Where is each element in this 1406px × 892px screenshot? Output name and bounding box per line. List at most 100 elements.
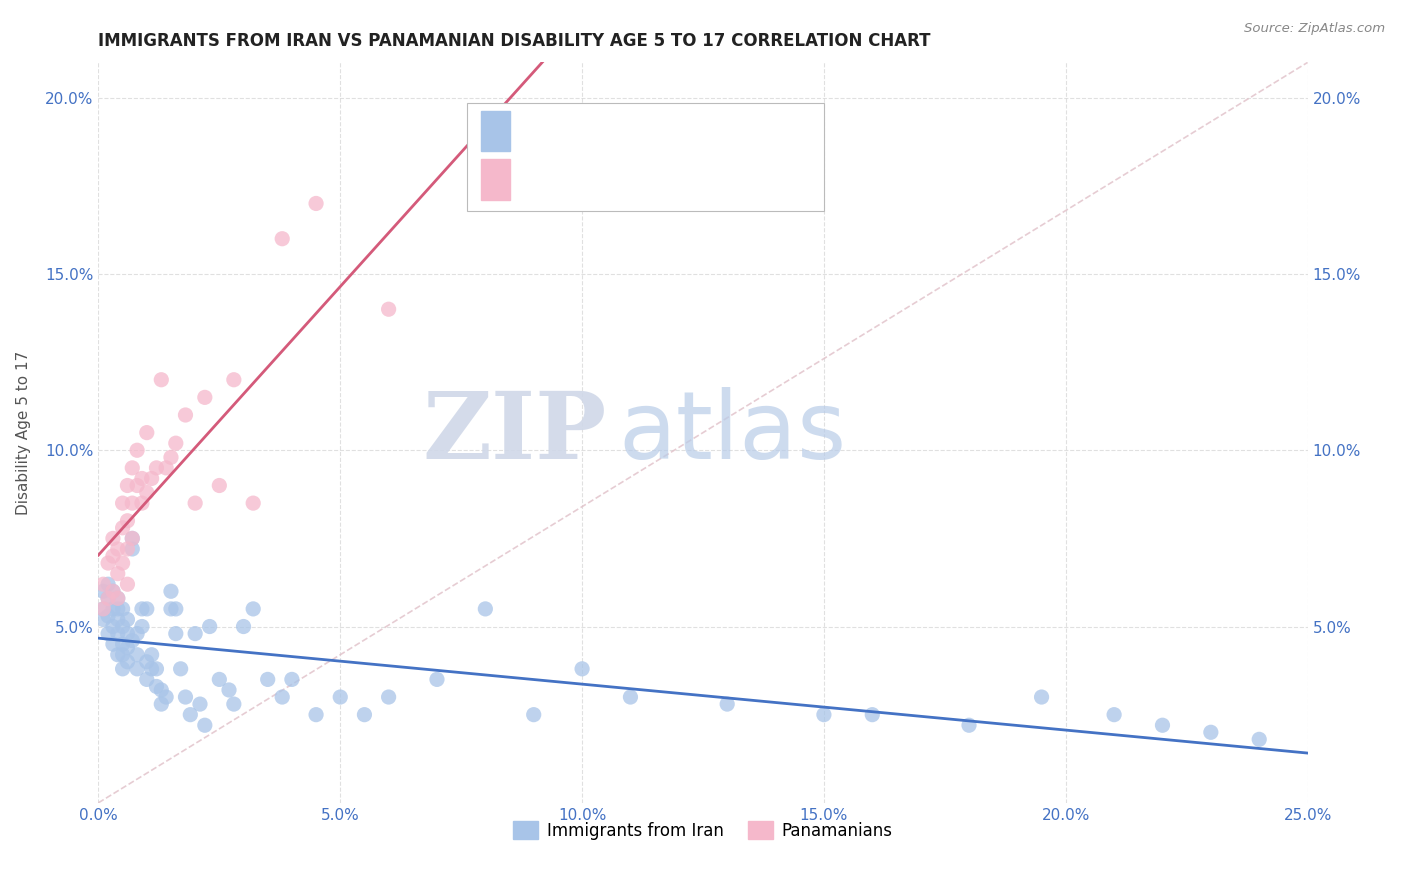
- Point: [121, 496, 143, 510]
- Point: [1199, 725, 1222, 739]
- Point: [135, 485, 157, 500]
- Point: [121, 633, 143, 648]
- Point: [1031, 690, 1053, 704]
- Point: [716, 697, 738, 711]
- Point: [232, 619, 254, 633]
- Point: [117, 655, 139, 669]
- Point: [111, 619, 134, 633]
- Point: [1249, 732, 1271, 747]
- Point: [155, 461, 177, 475]
- Point: [91, 602, 114, 616]
- Point: [222, 697, 245, 711]
- Point: [97, 591, 120, 606]
- Point: [121, 532, 143, 546]
- Point: [281, 673, 304, 687]
- Point: [160, 602, 183, 616]
- Point: [155, 690, 177, 704]
- Text: Source: ZipAtlas.com: Source: ZipAtlas.com: [1244, 22, 1385, 36]
- Point: [107, 591, 129, 606]
- Point: [174, 408, 197, 422]
- Point: [91, 602, 114, 616]
- Point: [107, 648, 129, 662]
- Point: [150, 373, 173, 387]
- Point: [169, 662, 191, 676]
- Point: [208, 673, 231, 687]
- Point: [242, 602, 264, 616]
- Point: [474, 602, 496, 616]
- Point: [141, 662, 163, 676]
- Point: [111, 648, 134, 662]
- Point: [353, 707, 375, 722]
- Point: [860, 707, 883, 722]
- Point: [160, 450, 183, 465]
- Point: [117, 640, 139, 655]
- Point: [198, 619, 221, 633]
- Point: [179, 707, 201, 722]
- Point: [619, 690, 641, 704]
- Point: [135, 673, 157, 687]
- Point: [111, 556, 134, 570]
- Point: [117, 577, 139, 591]
- Point: [107, 566, 129, 581]
- Point: [377, 690, 399, 704]
- Point: [131, 471, 153, 485]
- Point: [188, 697, 211, 711]
- Point: [91, 612, 114, 626]
- Point: [145, 680, 167, 694]
- Point: [165, 436, 187, 450]
- Point: [127, 443, 149, 458]
- Point: [305, 196, 328, 211]
- Point: [117, 514, 139, 528]
- Point: [107, 591, 129, 606]
- Point: [523, 707, 546, 722]
- Point: [184, 626, 207, 640]
- Point: [256, 673, 278, 687]
- Point: [222, 373, 245, 387]
- Point: [957, 718, 980, 732]
- Point: [127, 662, 149, 676]
- Point: [150, 697, 173, 711]
- Point: [184, 496, 207, 510]
- Point: [813, 707, 835, 722]
- Text: IMMIGRANTS FROM IRAN VS PANAMANIAN DISABILITY AGE 5 TO 17 CORRELATION CHART: IMMIGRANTS FROM IRAN VS PANAMANIAN DISAB…: [98, 32, 931, 50]
- Point: [141, 471, 163, 485]
- Text: ZIP: ZIP: [422, 388, 606, 477]
- Point: [111, 637, 134, 651]
- Point: [111, 662, 134, 676]
- Point: [97, 626, 120, 640]
- Point: [107, 602, 129, 616]
- Y-axis label: Disability Age 5 to 17: Disability Age 5 to 17: [17, 351, 31, 515]
- Point: [91, 577, 114, 591]
- Point: [111, 521, 134, 535]
- Point: [117, 612, 139, 626]
- Point: [271, 690, 294, 704]
- Point: [97, 609, 120, 624]
- Point: [1152, 718, 1174, 732]
- Point: [165, 602, 187, 616]
- Point: [117, 478, 139, 492]
- Point: [131, 619, 153, 633]
- Point: [194, 718, 217, 732]
- Point: [523, 108, 546, 122]
- Point: [218, 683, 240, 698]
- Point: [117, 541, 139, 556]
- Point: [305, 707, 328, 722]
- Point: [271, 232, 294, 246]
- Point: [101, 549, 124, 563]
- Point: [107, 612, 129, 626]
- Point: [101, 584, 124, 599]
- Point: [194, 390, 217, 404]
- Point: [111, 496, 134, 510]
- Point: [101, 637, 124, 651]
- Point: [127, 478, 149, 492]
- Point: [107, 541, 129, 556]
- Point: [165, 626, 187, 640]
- Point: [135, 425, 157, 440]
- Point: [121, 532, 143, 546]
- Point: [111, 602, 134, 616]
- Point: [107, 626, 129, 640]
- Point: [160, 584, 183, 599]
- Point: [150, 683, 173, 698]
- Point: [121, 461, 143, 475]
- Point: [101, 619, 124, 633]
